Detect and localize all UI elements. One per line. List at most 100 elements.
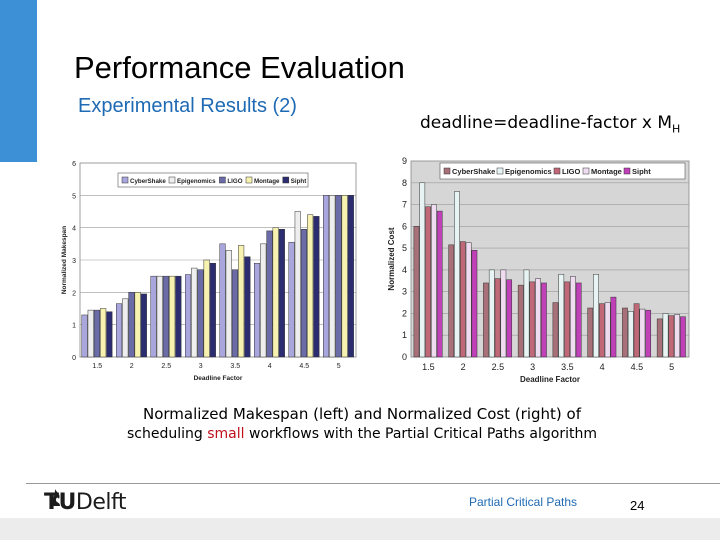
accent-bar (0, 0, 37, 162)
makespan-x-tick-label: 2 (130, 363, 134, 370)
makespan-y-axis-label: Normalized Makespan (61, 226, 68, 294)
cost-bar-epigenomics-4_5 (627, 311, 634, 358)
makespan-x-tick-label: 5 (337, 363, 341, 370)
makespan-legend-swatch (282, 176, 290, 184)
deadline-formula-subscript: H (672, 122, 681, 136)
cost-legend-swatch (582, 167, 590, 175)
makespan-bar-sipht-2 (140, 293, 147, 358)
makespan-bar-cybershake-4_5 (288, 241, 295, 358)
makespan-x-tick-label: 3.5 (230, 363, 240, 370)
cost-bar-epigenomics-3_5 (558, 273, 565, 358)
makespan-bar-cybershake-4 (254, 262, 261, 358)
cost-bar-epigenomics-2_5 (488, 269, 495, 358)
cost-y-axis-label: Normalized Cost (387, 227, 396, 290)
cost-legend-swatch (623, 167, 631, 175)
cost-bar-sipht-4 (610, 296, 617, 358)
makespan-legend-swatch (168, 176, 176, 184)
cost-legend-label: Montage (591, 167, 622, 176)
makespan-legend-box (117, 172, 309, 188)
footer-title: Partial Critical Paths (469, 495, 578, 509)
makespan-bar-ligo-2_5 (162, 275, 170, 358)
cost-bar-sipht-2 (471, 250, 478, 358)
makespan-bar-ligo-3_5 (231, 269, 238, 358)
makespan-bar-sipht-3_5 (244, 256, 251, 358)
cost-y-tick-label: 5 (402, 243, 407, 253)
caption-line-2-start: scheduling (127, 426, 208, 442)
makespan-bar-epigenomics-1_5 (87, 309, 94, 358)
makespan-bar-sipht-1_5 (106, 311, 113, 358)
cost-bar-montage-1_5 (431, 204, 437, 358)
makespan-legend-label: LIGO (227, 178, 242, 185)
cost-bar-epigenomics-3 (523, 269, 530, 358)
makespan-chart: 0 1 2 3 4 5 6 1.5 2 2.5 3 3.5 4 4.5 5 Deadline Factor No… (61, 161, 357, 382)
cost-bar-cybershake-1_5 (413, 226, 420, 358)
makespan-y-tick-label: 6 (72, 161, 76, 168)
cost-bar-epigenomics-4 (593, 273, 599, 358)
makespan-bar-epigenomics-3 (191, 267, 198, 358)
cost-legend-swatch (553, 167, 561, 175)
makespan-x-tick-label: 3 (199, 363, 203, 370)
cost-bar-sipht-3 (541, 282, 547, 358)
cost-bar-cybershake-3 (517, 284, 524, 358)
cost-bar-epigenomics-5 (662, 313, 669, 358)
cost-bar-sipht-5 (680, 316, 686, 358)
cost-y-tick-label: 7 (402, 200, 407, 210)
cost-x-tick-label: 2 (461, 362, 466, 372)
cost-x-axis-label: Deadline Factor (520, 375, 580, 384)
cost-y-tick-label: 1 (402, 330, 407, 340)
makespan-bar-epigenomics-3_5 (225, 250, 232, 358)
slide-title: Performance Evaluation (74, 50, 405, 85)
logo-tu: TU (44, 490, 76, 515)
makespan-x-tick-label: 4 (268, 363, 272, 370)
cost-bar-sipht-2_5 (506, 279, 513, 358)
cost-legend-label: Epigenomics (505, 167, 552, 176)
cost-bar-ligo-2_5 (494, 278, 501, 358)
footer-divider (26, 483, 720, 484)
tu-delft-logo: TUDelft (44, 489, 126, 515)
makespan-legend-label: CyberShake (130, 178, 166, 185)
cost-bar-montage-4_5 (639, 308, 646, 358)
makespan-x-axis-label: Deadline Factor (194, 375, 243, 382)
cost-bar-montage-4 (604, 302, 611, 358)
cost-bar-epigenomics-1_5 (419, 182, 426, 358)
makespan-bar-cybershake-2 (116, 303, 123, 358)
makespan-bar-montage-4 (272, 227, 279, 358)
makespan-y-tick-label: 0 (72, 355, 76, 362)
makespan-bar-ligo-1_5 (93, 309, 101, 358)
cost-bar-ligo-3_5 (564, 281, 570, 358)
makespan-y-tick-label: 1 (72, 323, 76, 330)
page-number: 24 (630, 498, 645, 513)
cost-x-tick-label: 1.5 (422, 362, 435, 372)
makespan-bar-cybershake-1_5 (81, 314, 88, 358)
cost-bar-cybershake-2 (448, 244, 455, 358)
cost-bar-cybershake-4 (587, 307, 594, 358)
cost-bar-sipht-1_5 (436, 210, 443, 358)
makespan-bar-ligo-5 (335, 195, 342, 358)
makespan-x-tick-label: 1.5 (92, 363, 102, 370)
makespan-legend-swatch (245, 176, 253, 184)
cost-bar-montage-3_5 (570, 276, 576, 358)
cost-y-tick-label: 9 (402, 156, 407, 166)
makespan-legend-swatch (219, 176, 226, 184)
makespan-bar-montage-4_5 (307, 214, 314, 358)
makespan-bar-cybershake-3_5 (219, 243, 226, 358)
footer-band (0, 518, 720, 540)
cost-bar-cybershake-3_5 (552, 302, 559, 358)
makespan-y-tick-label: 4 (72, 226, 76, 233)
cost-legend-label: Sipht (632, 167, 651, 176)
cost-y-tick-label: 8 (402, 178, 407, 188)
makespan-bar-montage-2_5 (169, 275, 176, 358)
cost-x-tick-label: 2.5 (492, 362, 505, 372)
makespan-bar-ligo-4_5 (300, 229, 307, 358)
makespan-bar-epigenomics-4 (260, 243, 267, 358)
makespan-bar-montage-3_5 (238, 245, 245, 358)
cost-bar-ligo-5 (668, 315, 675, 358)
cost-y-tick-label: 0 (402, 352, 407, 362)
cost-bar-ligo-4 (598, 303, 605, 358)
makespan-bar-ligo-4 (266, 230, 273, 358)
caption-line-1: Normalized Makespan (left) and Normalize… (142, 405, 582, 423)
makespan-x-tick-label: 2.5 (161, 363, 171, 370)
cost-y-tick-label: 3 (402, 287, 407, 297)
cost-bar-cybershake-4_5 (622, 307, 628, 358)
cost-bar-ligo-3 (529, 281, 536, 358)
